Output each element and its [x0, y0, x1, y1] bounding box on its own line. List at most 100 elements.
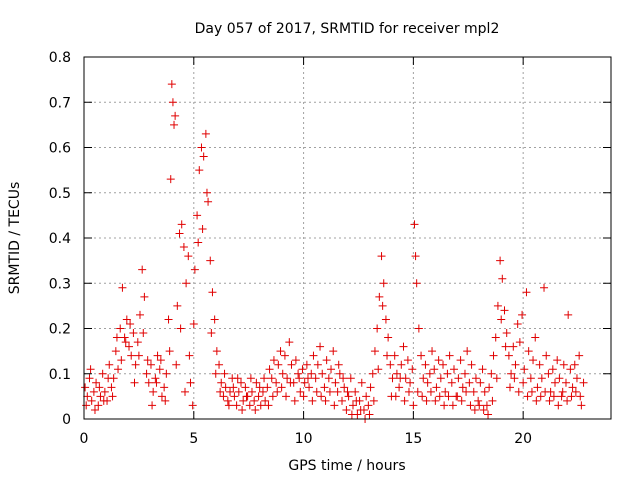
data-point	[211, 369, 220, 378]
data-point	[344, 392, 353, 401]
data-point	[181, 387, 190, 396]
data-point	[470, 405, 479, 414]
data-point	[94, 401, 103, 410]
data-point	[120, 333, 129, 342]
data-point	[352, 396, 361, 405]
data-point	[129, 329, 138, 338]
data-point	[576, 392, 585, 401]
data-point	[184, 252, 193, 261]
data-point	[300, 378, 309, 387]
x-tick-label: 5	[189, 431, 198, 447]
data-point	[509, 342, 518, 351]
data-point	[529, 356, 538, 365]
data-point	[317, 392, 326, 401]
data-point	[245, 401, 254, 410]
data-point	[436, 374, 445, 383]
data-point	[157, 392, 166, 401]
data-point	[404, 387, 413, 396]
data-point	[327, 365, 336, 374]
chart-title: Day 057 of 2017, SRMTID for receiver mpl…	[195, 21, 500, 37]
data-point	[362, 392, 371, 401]
data-point	[140, 292, 149, 301]
x-tick-label: 10	[295, 431, 313, 447]
data-point	[131, 360, 140, 369]
data-point	[535, 360, 544, 369]
data-point	[467, 360, 476, 369]
data-point	[309, 351, 318, 360]
data-point	[457, 396, 466, 405]
data-point	[264, 401, 273, 410]
data-point	[100, 387, 109, 396]
data-point	[370, 347, 379, 356]
data-point	[207, 329, 216, 338]
data-point	[208, 288, 217, 297]
data-point	[217, 378, 226, 387]
data-point	[220, 369, 229, 378]
data-point	[356, 405, 365, 414]
data-point	[161, 396, 170, 405]
data-point	[197, 143, 206, 152]
data-point	[238, 405, 247, 414]
data-point	[507, 369, 516, 378]
data-point	[265, 365, 274, 374]
data-point	[422, 396, 431, 405]
data-point	[277, 383, 286, 392]
data-point	[98, 369, 107, 378]
data-point	[454, 374, 463, 383]
data-point	[447, 378, 456, 387]
data-point	[366, 383, 375, 392]
grid-lines	[84, 57, 611, 419]
data-point	[90, 405, 99, 414]
data-point	[177, 220, 186, 229]
data-point	[329, 347, 338, 356]
data-point	[269, 356, 278, 365]
data-point	[166, 175, 175, 184]
data-point	[465, 378, 474, 387]
data-point	[518, 310, 527, 319]
data-point	[170, 120, 179, 129]
data-point	[194, 238, 203, 247]
data-points	[81, 80, 588, 423]
data-point	[199, 152, 208, 161]
y-tick-label: 0.2	[49, 322, 71, 338]
data-point	[496, 256, 505, 265]
data-point	[340, 383, 349, 392]
data-point	[501, 342, 510, 351]
data-point	[325, 387, 334, 396]
data-point	[563, 396, 572, 405]
data-point	[114, 365, 123, 374]
data-point	[537, 374, 546, 383]
y-tick-label: 0	[62, 412, 71, 428]
data-point	[112, 333, 121, 342]
data-point	[511, 360, 520, 369]
data-point	[489, 351, 498, 360]
data-point	[151, 374, 160, 383]
data-point	[384, 333, 393, 342]
data-point	[267, 374, 276, 383]
data-point	[311, 374, 320, 383]
data-point	[395, 383, 404, 392]
data-point	[425, 369, 434, 378]
data-point	[153, 351, 162, 360]
data-point	[369, 396, 378, 405]
data-point	[111, 347, 120, 356]
x-axis-label: GPS time / hours	[288, 458, 405, 474]
data-point	[185, 351, 194, 360]
data-point	[491, 333, 500, 342]
data-point	[334, 360, 343, 369]
data-point	[391, 392, 400, 401]
data-point	[515, 338, 524, 347]
data-point	[390, 351, 399, 360]
y-tick-label: 0.7	[49, 95, 71, 111]
data-point	[295, 374, 304, 383]
data-point	[148, 401, 157, 410]
data-point	[182, 279, 191, 288]
data-point	[440, 401, 449, 410]
data-point	[193, 211, 202, 220]
data-point	[410, 220, 419, 229]
data-point	[475, 401, 484, 410]
data-point	[545, 396, 554, 405]
data-point	[283, 374, 292, 383]
data-point	[553, 356, 562, 365]
data-point	[176, 324, 185, 333]
